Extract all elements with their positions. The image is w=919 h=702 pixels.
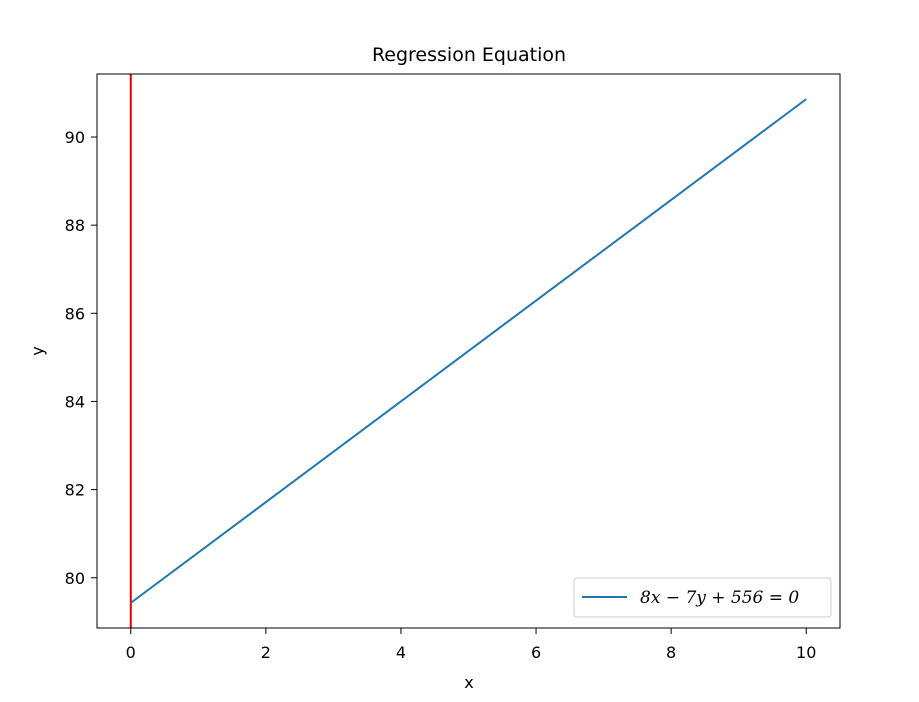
legend: 8x − 7y + 556 = 0 (573, 577, 832, 618)
x-tick-label: 10 (796, 643, 816, 662)
x-tick-label: 6 (531, 643, 541, 662)
legend-entry-label: 8x − 7y + 556 = 0 (640, 588, 799, 608)
plot-area (129, 74, 807, 628)
axes-frame (96, 73, 841, 629)
y-axis-label: y (28, 346, 47, 355)
y-tick-label: 84 (65, 392, 85, 411)
y-axis-ticks: 80 82 84 86 88 90 (65, 128, 97, 588)
x-axis-ticks: 0 2 4 6 8 10 (126, 628, 816, 662)
y-tick-label: 80 (65, 569, 85, 588)
y-tick-label: 86 (65, 304, 85, 323)
y-tick-label: 88 (65, 216, 85, 235)
x-tick-label: 2 (261, 643, 271, 662)
x-tick-label: 8 (666, 643, 676, 662)
legend-box (573, 577, 832, 618)
x-tick-label: 4 (396, 643, 406, 662)
y-tick-label: 82 (65, 481, 85, 500)
y-tick-label: 90 (65, 128, 85, 147)
x-axis-label: x (464, 673, 473, 692)
x-tick-label: 0 (126, 643, 136, 662)
chart-title: Regression Equation (372, 44, 566, 66)
regression-line (130, 98, 807, 604)
